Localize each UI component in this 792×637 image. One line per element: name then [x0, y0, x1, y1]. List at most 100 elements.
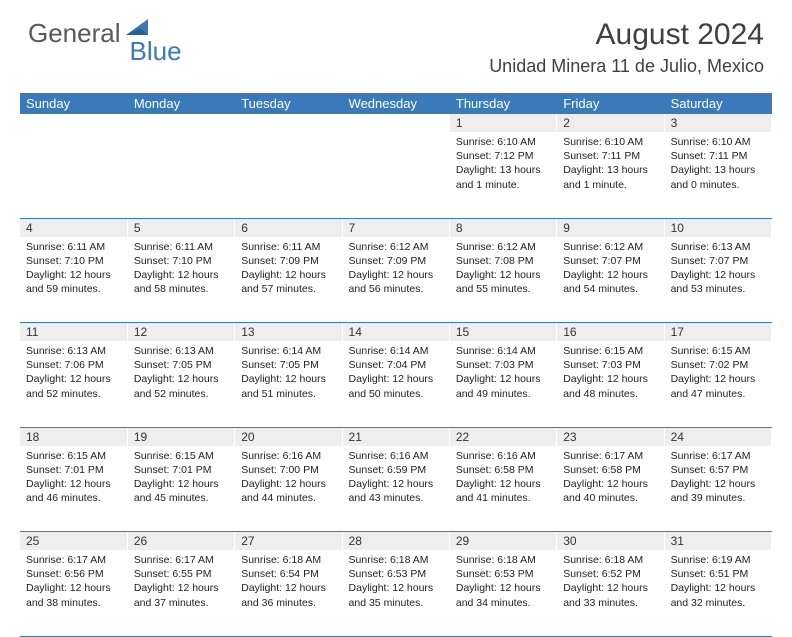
sunset-line: Sunset: 6:53 PM — [349, 567, 443, 581]
day-number-cell: 7 — [342, 218, 449, 237]
sunrise-line: Sunrise: 6:15 AM — [671, 344, 765, 358]
day-content-cell: Sunrise: 6:17 AMSunset: 6:57 PMDaylight:… — [664, 446, 771, 532]
sunset-line: Sunset: 6:57 PM — [671, 463, 765, 477]
day-number-cell: 22 — [449, 427, 556, 446]
daylight-line: Daylight: 12 hours and 56 minutes. — [349, 268, 443, 296]
daylight-line: Daylight: 12 hours and 38 minutes. — [26, 581, 121, 609]
logo: General Blue — [28, 18, 206, 49]
sunrise-line: Sunrise: 6:15 AM — [134, 449, 228, 463]
logo-text-blue: Blue — [130, 36, 182, 67]
daylight-line: Daylight: 13 hours and 1 minute. — [456, 163, 550, 191]
day-number-cell: 9 — [557, 218, 664, 237]
day-content-cell — [127, 132, 234, 218]
month-title: August 2024 — [489, 18, 764, 52]
day-number-row: 45678910 — [20, 218, 772, 237]
sunset-line: Sunset: 7:11 PM — [563, 149, 657, 163]
weekday-header: Thursday — [449, 93, 556, 114]
day-number-cell — [127, 114, 234, 132]
daylight-line: Daylight: 12 hours and 47 minutes. — [671, 372, 765, 400]
sunrise-line: Sunrise: 6:14 AM — [241, 344, 335, 358]
day-number-cell: 8 — [449, 218, 556, 237]
sunset-line: Sunset: 7:05 PM — [134, 358, 228, 372]
sunrise-line: Sunrise: 6:13 AM — [26, 344, 121, 358]
day-number-cell: 13 — [235, 323, 342, 342]
sunset-line: Sunset: 7:07 PM — [671, 254, 765, 268]
day-content-cell — [20, 132, 127, 218]
day-content-cell: Sunrise: 6:11 AMSunset: 7:10 PMDaylight:… — [127, 237, 234, 323]
daylight-line: Daylight: 12 hours and 45 minutes. — [134, 477, 228, 505]
day-number-cell: 21 — [342, 427, 449, 446]
daylight-line: Daylight: 12 hours and 51 minutes. — [241, 372, 335, 400]
day-number-cell: 4 — [20, 218, 127, 237]
sunset-line: Sunset: 7:11 PM — [671, 149, 765, 163]
day-content-cell — [235, 132, 342, 218]
header: General Blue August 2024 Unidad Minera 1… — [0, 0, 792, 85]
sunrise-line: Sunrise: 6:17 AM — [563, 449, 657, 463]
day-number-cell: 16 — [557, 323, 664, 342]
sunrise-line: Sunrise: 6:14 AM — [349, 344, 443, 358]
daylight-line: Daylight: 12 hours and 53 minutes. — [671, 268, 765, 296]
sunrise-line: Sunrise: 6:13 AM — [671, 240, 765, 254]
weekday-header: Sunday — [20, 93, 127, 114]
day-number-cell: 19 — [127, 427, 234, 446]
sunrise-line: Sunrise: 6:10 AM — [563, 135, 657, 149]
location-label: Unidad Minera 11 de Julio, Mexico — [489, 56, 764, 77]
sunset-line: Sunset: 6:52 PM — [563, 567, 657, 581]
daylight-line: Daylight: 12 hours and 46 minutes. — [26, 477, 121, 505]
day-content-row: Sunrise: 6:10 AMSunset: 7:12 PMDaylight:… — [20, 132, 772, 218]
daylight-line: Daylight: 13 hours and 0 minutes. — [671, 163, 765, 191]
daylight-line: Daylight: 12 hours and 35 minutes. — [349, 581, 443, 609]
day-number-cell — [342, 114, 449, 132]
sunset-line: Sunset: 7:10 PM — [134, 254, 228, 268]
sunset-line: Sunset: 7:03 PM — [563, 358, 657, 372]
day-content-cell: Sunrise: 6:11 AMSunset: 7:10 PMDaylight:… — [20, 237, 127, 323]
day-number-row: 25262728293031 — [20, 532, 772, 551]
day-number-cell: 11 — [20, 323, 127, 342]
daylight-line: Daylight: 12 hours and 37 minutes. — [134, 581, 228, 609]
day-content-cell: Sunrise: 6:18 AMSunset: 6:54 PMDaylight:… — [235, 550, 342, 636]
day-number-cell: 6 — [235, 218, 342, 237]
day-content-cell: Sunrise: 6:10 AMSunset: 7:11 PMDaylight:… — [664, 132, 771, 218]
sunset-line: Sunset: 6:59 PM — [349, 463, 443, 477]
day-number-cell: 25 — [20, 532, 127, 551]
day-number-row: 18192021222324 — [20, 427, 772, 446]
day-content-row: Sunrise: 6:17 AMSunset: 6:56 PMDaylight:… — [20, 550, 772, 636]
weekday-header: Monday — [127, 93, 234, 114]
day-content-cell: Sunrise: 6:11 AMSunset: 7:09 PMDaylight:… — [235, 237, 342, 323]
daylight-line: Daylight: 12 hours and 57 minutes. — [241, 268, 335, 296]
day-number-cell: 28 — [342, 532, 449, 551]
weekday-header: Friday — [557, 93, 664, 114]
day-number-cell: 12 — [127, 323, 234, 342]
day-number-cell: 17 — [664, 323, 771, 342]
day-content-row: Sunrise: 6:13 AMSunset: 7:06 PMDaylight:… — [20, 341, 772, 427]
day-content-row: Sunrise: 6:11 AMSunset: 7:10 PMDaylight:… — [20, 237, 772, 323]
sunset-line: Sunset: 7:12 PM — [456, 149, 550, 163]
day-number-cell — [235, 114, 342, 132]
daylight-line: Daylight: 12 hours and 52 minutes. — [26, 372, 121, 400]
sunrise-line: Sunrise: 6:16 AM — [456, 449, 550, 463]
day-content-cell: Sunrise: 6:15 AMSunset: 7:01 PMDaylight:… — [20, 446, 127, 532]
sunset-line: Sunset: 7:09 PM — [241, 254, 335, 268]
sunrise-line: Sunrise: 6:11 AM — [134, 240, 228, 254]
daylight-line: Daylight: 12 hours and 59 minutes. — [26, 268, 121, 296]
day-number-cell: 27 — [235, 532, 342, 551]
daylight-line: Daylight: 12 hours and 36 minutes. — [241, 581, 335, 609]
day-content-cell: Sunrise: 6:13 AMSunset: 7:05 PMDaylight:… — [127, 341, 234, 427]
daylight-line: Daylight: 12 hours and 32 minutes. — [671, 581, 765, 609]
sunset-line: Sunset: 7:07 PM — [563, 254, 657, 268]
day-number-cell: 5 — [127, 218, 234, 237]
daylight-line: Daylight: 12 hours and 48 minutes. — [563, 372, 657, 400]
sunrise-line: Sunrise: 6:14 AM — [456, 344, 550, 358]
day-content-cell: Sunrise: 6:10 AMSunset: 7:12 PMDaylight:… — [449, 132, 556, 218]
weekday-header: Tuesday — [235, 93, 342, 114]
day-number-cell: 23 — [557, 427, 664, 446]
sunset-line: Sunset: 7:06 PM — [26, 358, 121, 372]
day-content-cell: Sunrise: 6:16 AMSunset: 6:58 PMDaylight:… — [449, 446, 556, 532]
day-number-cell — [20, 114, 127, 132]
daylight-line: Daylight: 12 hours and 33 minutes. — [563, 581, 657, 609]
sunrise-line: Sunrise: 6:11 AM — [241, 240, 335, 254]
day-number-cell: 31 — [664, 532, 771, 551]
day-number-cell: 2 — [557, 114, 664, 132]
day-number-cell: 3 — [664, 114, 771, 132]
day-content-cell: Sunrise: 6:15 AMSunset: 7:03 PMDaylight:… — [557, 341, 664, 427]
